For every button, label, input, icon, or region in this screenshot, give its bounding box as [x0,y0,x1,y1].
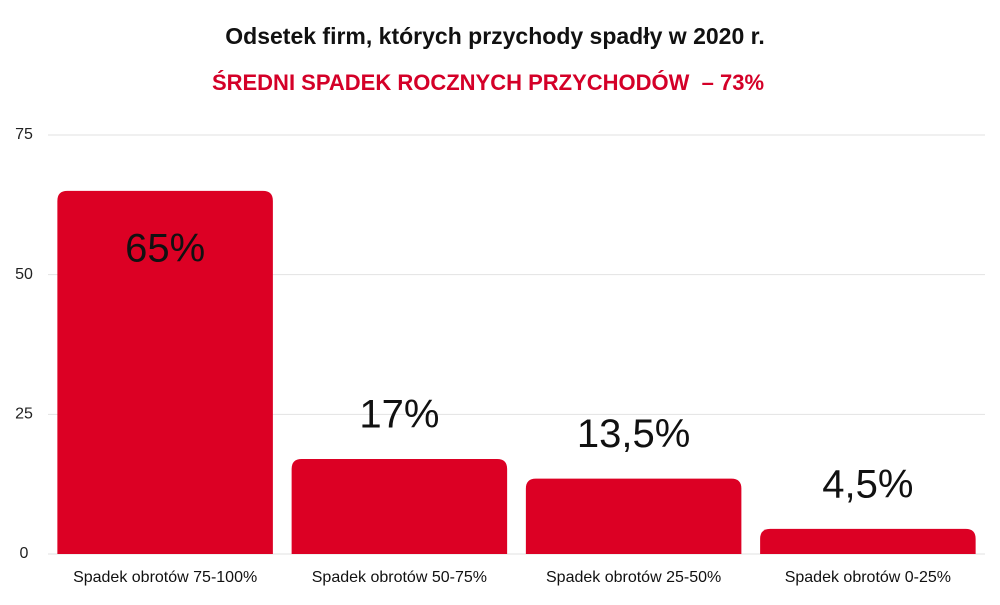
bar [760,528,976,554]
x-tick-label: Spadek obrotów 25-50% [546,569,721,586]
y-tick-label: 75 [15,126,33,143]
y-tick-label: 25 [15,406,33,423]
x-tick-label: Spadek obrotów 0-25% [785,569,951,586]
value-label: 65% [125,226,205,270]
chart-subtitle: ŚREDNI SPADEK ROCZNYCH PRZYCHODÓW – 73% [212,70,764,95]
value-label: 13,5% [577,412,690,456]
bar [291,459,508,554]
y-tick-label: 50 [15,266,33,283]
x-tick-label: Spadek obrotów 75-100% [73,569,257,586]
chart-title: Odsetek firm, których przychody spadły w… [225,23,764,49]
value-label: 4,5% [822,462,913,506]
bar [57,190,273,554]
bar [525,478,742,554]
y-tick-label: 0 [20,545,29,562]
value-label: 17% [359,393,439,437]
x-tick-label: Spadek obrotów 50-75% [312,569,487,586]
